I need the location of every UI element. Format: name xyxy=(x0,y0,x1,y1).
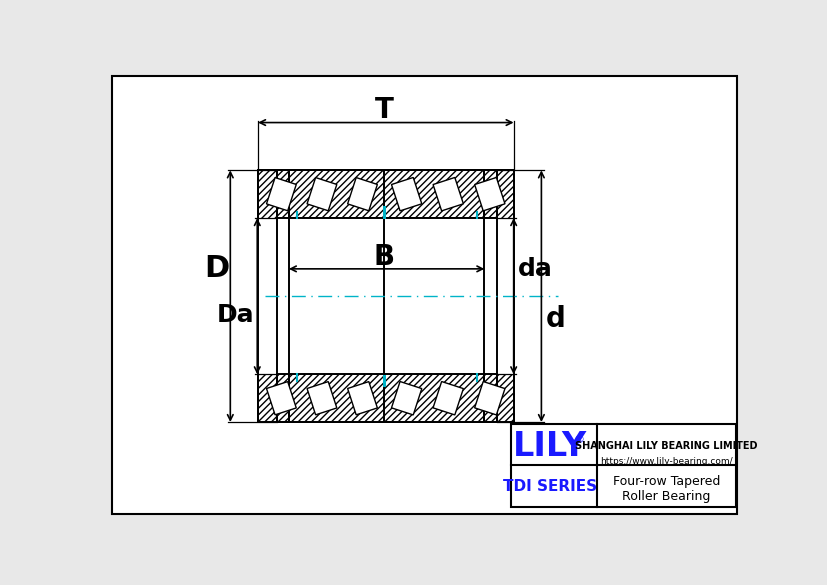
Bar xyxy=(289,374,484,422)
Bar xyxy=(289,374,484,422)
Polygon shape xyxy=(433,381,463,415)
Bar xyxy=(289,218,484,374)
Bar xyxy=(258,170,276,422)
Bar xyxy=(258,374,513,422)
Bar xyxy=(496,170,513,422)
Text: Da: Da xyxy=(217,303,254,327)
Polygon shape xyxy=(347,178,377,211)
Bar xyxy=(258,218,513,374)
Polygon shape xyxy=(474,177,504,211)
Polygon shape xyxy=(266,178,296,211)
Text: Roller Bearing: Roller Bearing xyxy=(622,490,710,503)
Bar xyxy=(276,170,496,422)
Polygon shape xyxy=(433,177,463,211)
Polygon shape xyxy=(474,381,504,415)
Polygon shape xyxy=(391,381,421,415)
Text: https://www.lily-bearing.com/: https://www.lily-bearing.com/ xyxy=(600,456,732,466)
Text: ®: ® xyxy=(573,435,584,445)
Text: da: da xyxy=(517,257,552,281)
Polygon shape xyxy=(266,381,296,415)
Bar xyxy=(258,170,276,422)
Polygon shape xyxy=(307,178,337,211)
Polygon shape xyxy=(391,177,421,211)
Text: LILY: LILY xyxy=(512,429,586,463)
Text: D: D xyxy=(203,254,229,283)
Bar xyxy=(258,170,513,218)
Text: SHANGHAI LILY BEARING LIMITED: SHANGHAI LILY BEARING LIMITED xyxy=(575,441,757,451)
Bar xyxy=(258,374,513,422)
Text: B: B xyxy=(373,243,394,270)
Polygon shape xyxy=(347,381,377,415)
Bar xyxy=(511,424,735,507)
Text: TDI SERIES: TDI SERIES xyxy=(502,479,596,494)
Text: T: T xyxy=(375,97,394,124)
Bar xyxy=(289,170,484,218)
Bar xyxy=(289,170,484,218)
Bar xyxy=(258,170,513,218)
Bar xyxy=(496,170,513,422)
Text: d: d xyxy=(545,305,565,333)
Polygon shape xyxy=(307,381,337,415)
Text: Four-row Tapered: Four-row Tapered xyxy=(612,476,719,488)
